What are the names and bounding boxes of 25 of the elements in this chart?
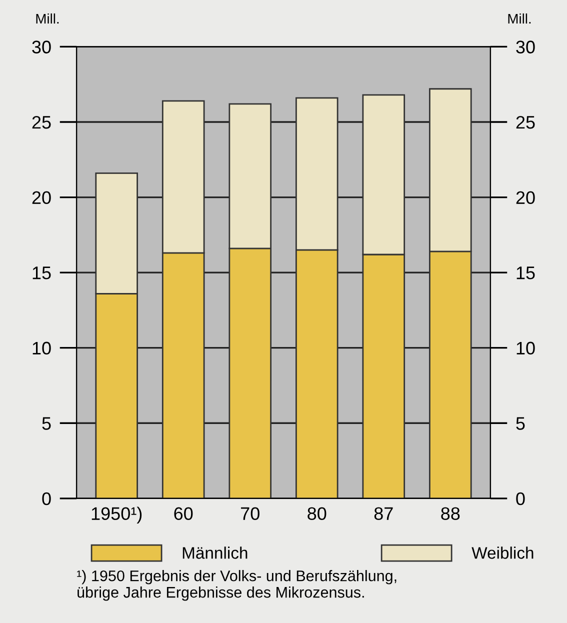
y2-tick-label: 5 [516, 417, 525, 430]
y2-tick-label: 15 [516, 266, 535, 280]
y-tick-label: 20 [32, 191, 51, 204]
text: ¹) 1950 Ergebnis der Volks- und Berufszählung, übrige Jahre Ergebnisse des Mikrozensus. [77, 570, 396, 601]
x-tick-label: 87 [374, 507, 393, 520]
y-tick-label: 10 [32, 342, 51, 355]
y-tick-label: 5 [42, 417, 51, 430]
y2-tick-label: 20 [516, 191, 535, 204]
y2-axis-title: Mill. [508, 13, 531, 24]
y2-tick-label: 25 [516, 116, 535, 129]
y2-tick-label: 0 [516, 492, 525, 506]
y-tick-label: 25 [32, 116, 51, 129]
y-axis-title: Mill. [36, 13, 59, 24]
x-tick-label: 80 [308, 507, 326, 520]
x-tick-label: 88 [441, 507, 460, 520]
x-tick-label: 70 [241, 507, 260, 520]
y-tick-label: 0 [42, 492, 51, 506]
x-tick-label: 1950¹) [92, 506, 142, 524]
y-tick-label: 15 [32, 266, 51, 280]
y-tick-label: 30 [32, 40, 51, 54]
x-tick-label: 60 [174, 507, 193, 520]
y2-tick-label: 30 [516, 40, 535, 54]
legend-label: Männlich [182, 546, 248, 559]
legend-label: Weiblich [472, 546, 534, 559]
y2-tick-label: 10 [516, 342, 535, 355]
